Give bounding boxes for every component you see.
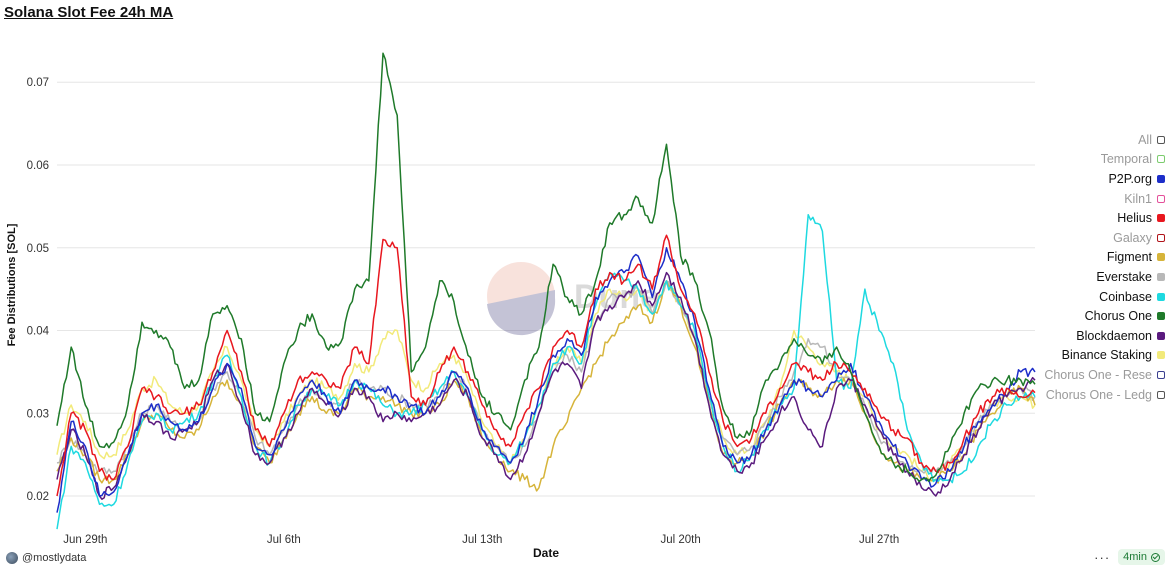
legend-label: Chorus One - Ledg [1045, 387, 1152, 402]
legend-item-galaxy[interactable]: Galaxy [1113, 228, 1165, 248]
y-tick-label: 0.04 [27, 326, 50, 338]
dune-watermark: Dune [487, 262, 659, 336]
legend-item-p2p-org[interactable]: P2P.org [1108, 169, 1165, 189]
legend-swatch [1157, 272, 1165, 281]
x-tick-label: Jul 27th [859, 534, 899, 546]
series-line-binance-staking [56, 280, 1036, 483]
more-options-icon[interactable]: ··· [1094, 549, 1111, 565]
legend-item-chorus-one-ledg[interactable]: Chorus One - Ledg [1046, 385, 1165, 405]
x-tick-label: Jul 13th [462, 534, 502, 546]
legend-swatch [1157, 253, 1165, 262]
x-axis-label: Date [533, 546, 559, 560]
series-lines [56, 52, 1036, 530]
legend-item-all[interactable]: All [1138, 130, 1165, 150]
legend-swatch [1157, 155, 1165, 164]
x-tick-label: Jun 29th [63, 534, 107, 546]
legend-label: Helius [1117, 211, 1152, 226]
series-line-helius [56, 234, 1036, 497]
legend-swatch [1157, 194, 1165, 203]
legend-swatch [1157, 292, 1165, 301]
legend-swatch [1157, 390, 1165, 399]
legend-item-everstake[interactable]: Everstake [1096, 267, 1165, 287]
series-line-p2p-org [56, 247, 1036, 513]
refresh-time: 4min [1123, 551, 1147, 563]
series-line-coinbase [56, 213, 1036, 530]
x-tick-label: Jul 20th [661, 534, 701, 546]
legend-item-chorus-one[interactable]: Chorus One [1085, 306, 1165, 326]
footer-author[interactable]: @mostlydata [6, 552, 86, 564]
avatar [6, 552, 18, 564]
watermark-circle-top [487, 262, 555, 330]
legend-label: P2P.org [1108, 171, 1152, 186]
legend-swatch [1157, 351, 1165, 360]
legend-item-helius[interactable]: Helius [1117, 208, 1165, 228]
legend-swatch [1157, 214, 1165, 223]
author-handle[interactable]: @mostlydata [22, 552, 87, 564]
legend: All Temporal P2P.org Kiln1 Helius Galaxy Figme… [1025, 130, 1165, 404]
legend-item-temporal[interactable]: Temporal [1101, 150, 1165, 170]
series-line-chorus-one [56, 52, 1036, 483]
y-tick-label: 0.02 [27, 491, 49, 503]
legend-label: Galaxy [1113, 230, 1152, 245]
y-tick-label: 0.03 [27, 408, 49, 420]
legend-label: Temporal [1100, 152, 1152, 167]
legend-swatch [1157, 174, 1165, 183]
legend-item-kiln1[interactable]: Kiln1 [1124, 189, 1165, 209]
legend-item-binance-staking[interactable]: Binance Staking [1062, 346, 1165, 366]
refresh-badge[interactable]: 4min [1118, 549, 1165, 565]
legend-label: All [1138, 132, 1152, 147]
legend-label: Blockdaemon [1076, 328, 1152, 343]
legend-item-chorus-one-rese[interactable]: Chorus One - Rese [1044, 365, 1165, 385]
legend-label: Kiln1 [1124, 191, 1152, 206]
x-tick-label: Jul 6th [267, 534, 301, 546]
legend-item-figment[interactable]: Figment [1107, 248, 1165, 268]
legend-label: Chorus One [1084, 309, 1152, 324]
legend-swatch [1157, 312, 1165, 321]
legend-label: Coinbase [1099, 289, 1152, 304]
legend-item-blockdaemon[interactable]: Blockdaemon [1076, 326, 1165, 346]
tick-labels: 0.02 0.03 0.04 0.05 0.06 0.07 Jun 29th Jul 6th J… [27, 77, 900, 546]
chart-title[interactable]: Solana Slot Fee 24h MA [4, 4, 174, 21]
series-line-blockdaemon [56, 271, 1036, 500]
legend-swatch [1157, 135, 1165, 144]
y-tick-label: 0.07 [27, 77, 49, 89]
check-circle-icon [1151, 552, 1160, 562]
footer-actions: ··· 4min [1094, 549, 1165, 565]
y-tick-label: 0.06 [27, 160, 49, 172]
legend-label: Binance Staking [1061, 348, 1152, 363]
legend-label: Everstake [1096, 269, 1152, 284]
legend-item-coinbase[interactable]: Coinbase [1099, 287, 1165, 307]
legend-label: Figment [1106, 250, 1152, 265]
y-axis-label: Fee Distributions [SOL] [6, 223, 18, 346]
legend-swatch [1157, 331, 1165, 340]
legend-swatch [1157, 233, 1165, 242]
legend-swatch [1157, 370, 1165, 379]
y-tick-label: 0.05 [27, 243, 49, 255]
legend-label: Chorus One - Rese [1044, 367, 1152, 382]
watermark-circle-bottom [487, 290, 556, 336]
grid-lines [57, 81, 1035, 497]
